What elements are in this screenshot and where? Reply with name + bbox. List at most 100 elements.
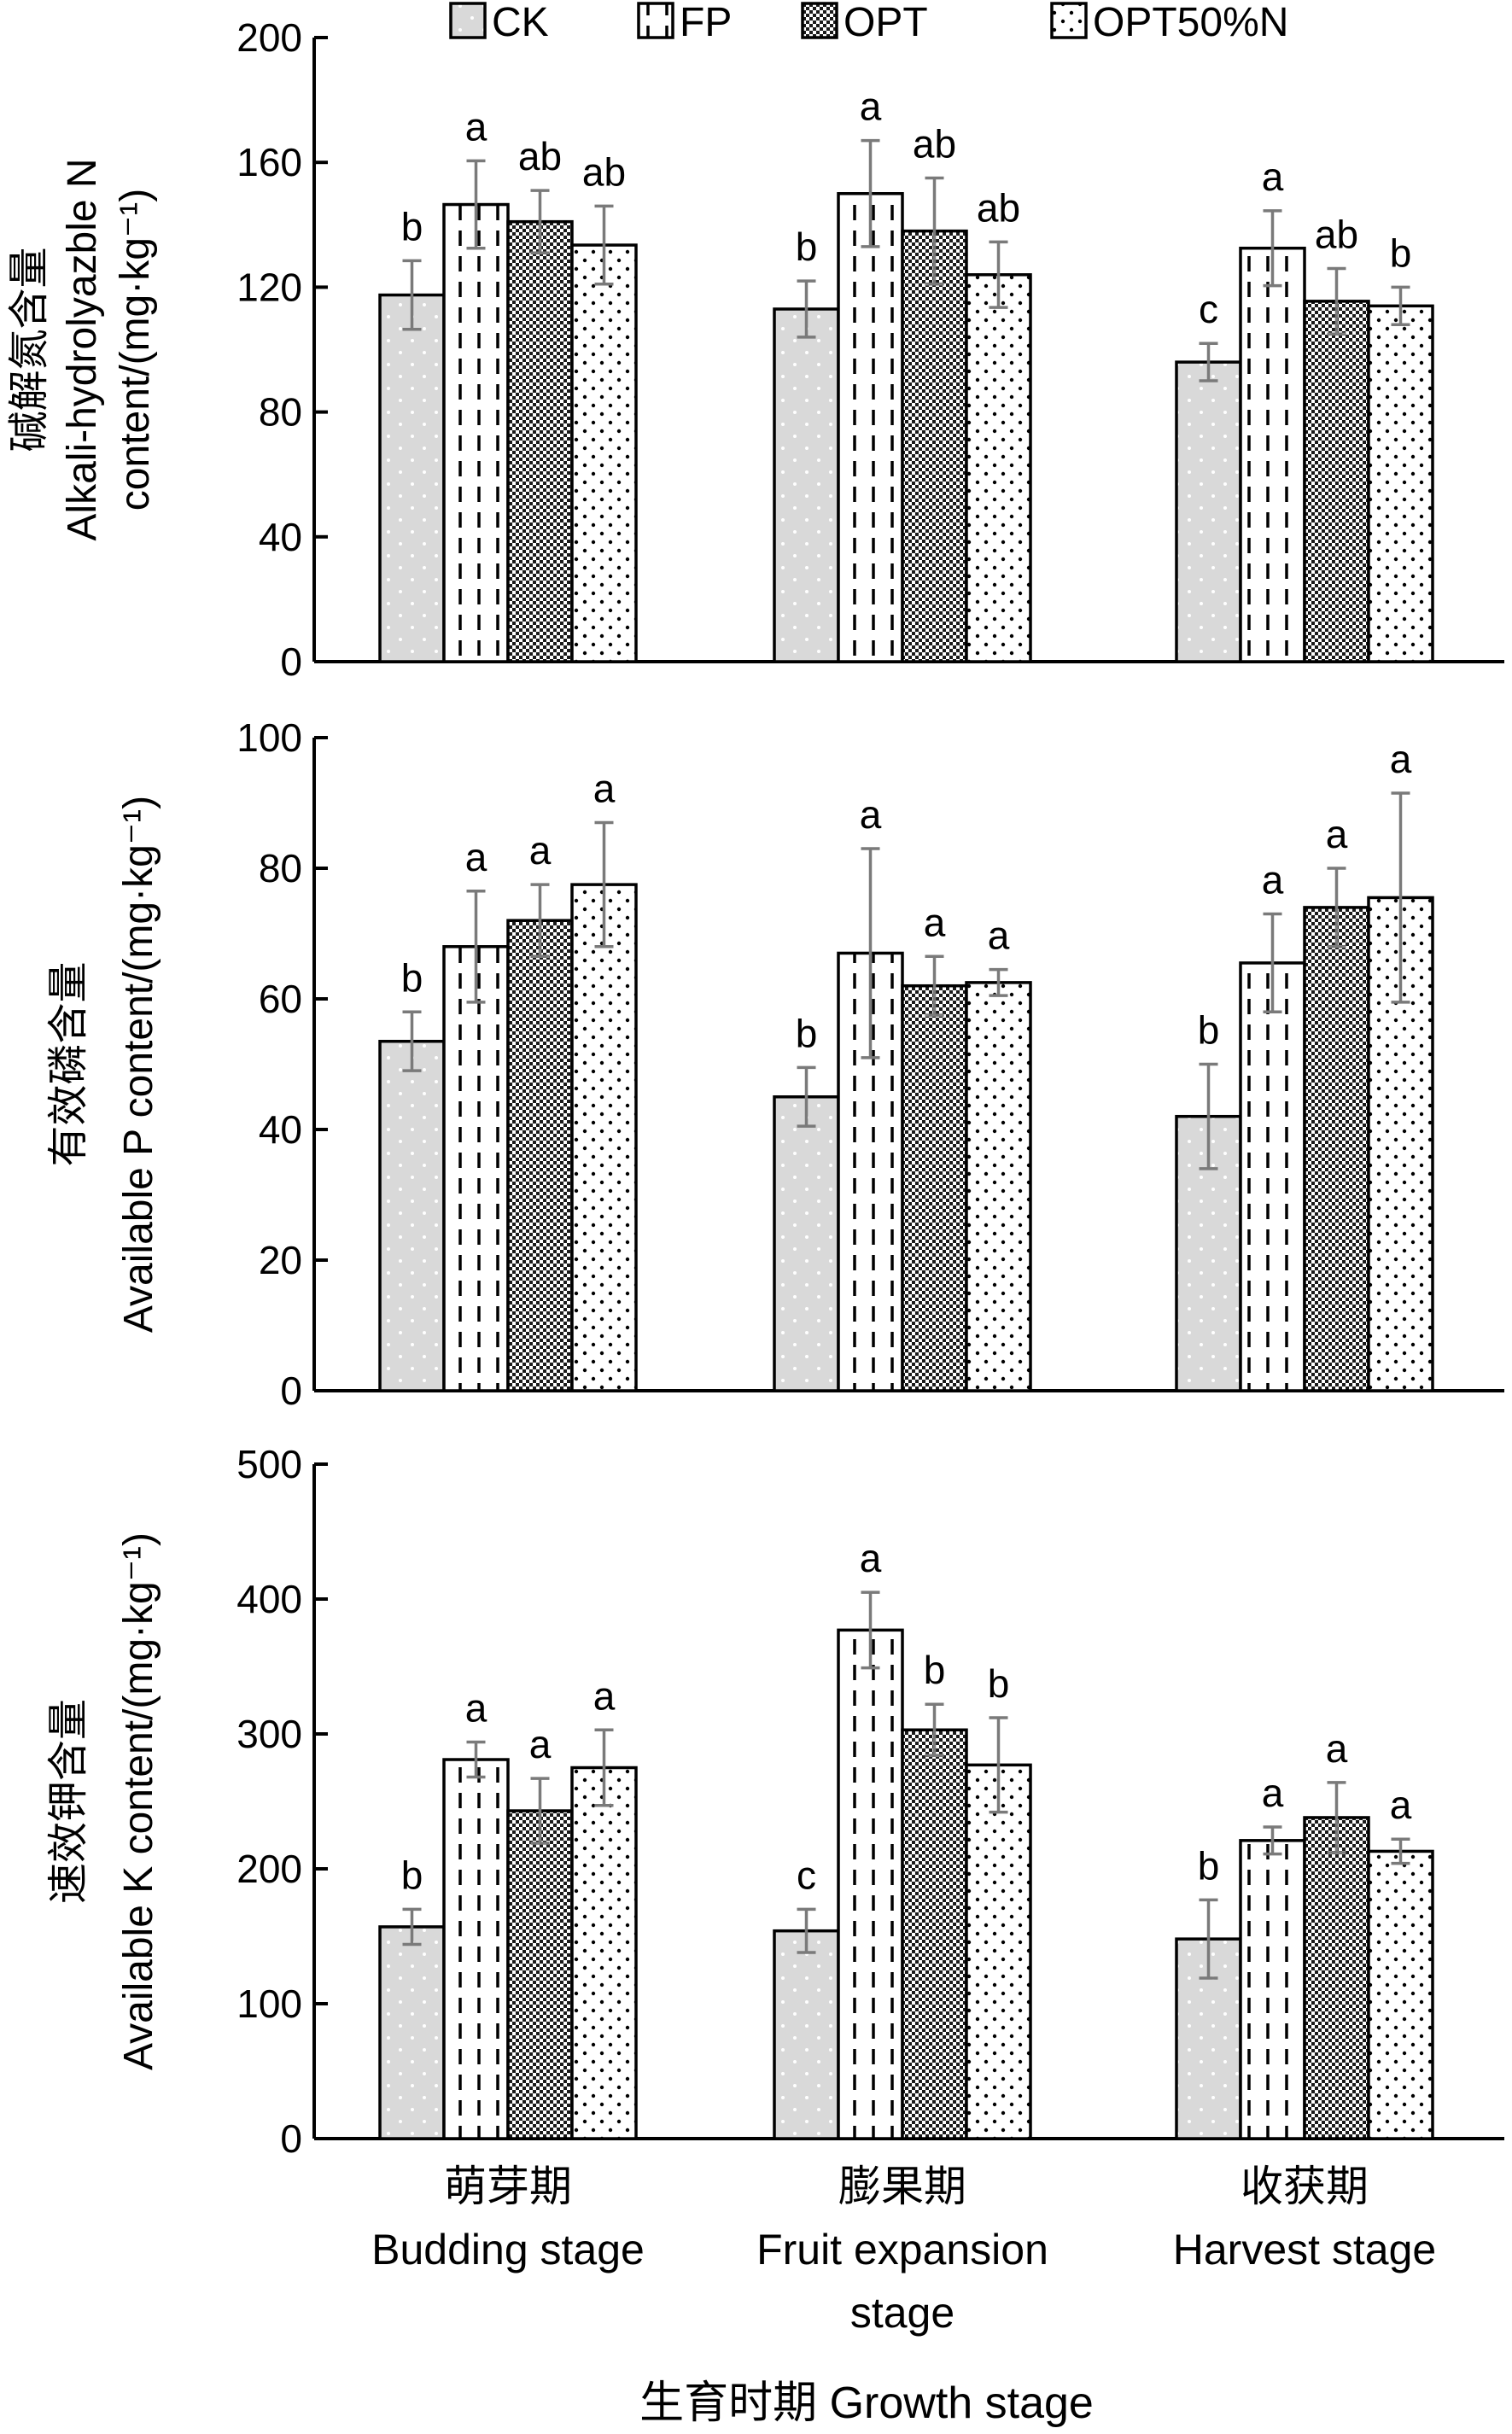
bar-fp (837, 1628, 904, 2140)
significance-letter: a (988, 913, 1010, 958)
significance-letter: a (924, 900, 946, 944)
significance-letter: a (465, 835, 487, 879)
bar-opt (1303, 906, 1370, 1392)
bar-opt50n (965, 273, 1032, 663)
y-tick-label: 40 (259, 1107, 302, 1152)
significance-letter: b (1390, 231, 1412, 275)
y-axis-title-line: 速效钾含量 (46, 1699, 91, 1904)
y-tick-label: 120 (236, 265, 302, 309)
bar-ck (1175, 360, 1242, 663)
bar-fp (1239, 961, 1306, 1392)
significance-letter: ab (913, 121, 956, 166)
legend-swatch-opt (801, 2, 838, 39)
significance-letter: b (401, 204, 423, 248)
y-tick-label: 80 (259, 846, 302, 890)
significance-letter: ab (582, 149, 626, 194)
bar-opt50n (570, 1766, 638, 2140)
legend-label-opt: OPT (844, 0, 928, 45)
y-axis-title-line: Available P content/(mg·kg⁻¹) (116, 796, 161, 1333)
bar-ck (378, 1039, 446, 1392)
bar-fp (442, 945, 510, 1392)
bar-ck (773, 1929, 840, 2140)
y-tick-label: 80 (259, 390, 302, 435)
y-axis-title-line: Available K content/(mg·kg⁻¹) (116, 1532, 161, 2070)
bar-ck (773, 307, 840, 663)
significance-letter: a (465, 1685, 487, 1730)
category-label-line: Budding stage (371, 2226, 645, 2273)
bar-opt (506, 919, 574, 1392)
category-label-line: stage (850, 2289, 954, 2337)
legend-swatch-ck (449, 2, 487, 39)
legend-swatch-opt50n (1050, 2, 1088, 39)
significance-letter: b (796, 225, 818, 269)
legend: CK FP OPT OPT50%N (449, 0, 1288, 45)
category-label-line: 萌芽期 (444, 2163, 572, 2210)
y-tick-label: 200 (236, 1847, 302, 1891)
bar-opt50n (570, 243, 638, 663)
bar-ck (378, 293, 446, 663)
y-tick-label: 200 (236, 15, 302, 60)
significance-letter: b (1198, 1843, 1220, 1888)
y-axis-title-line: 碱解氮含量 (7, 247, 52, 452)
significance-letter: c (1199, 287, 1218, 331)
bar-fp (442, 202, 510, 663)
panel-available-p: 0 20 40 60 80 100 有效磷含量 Available P content/(mg… (46, 715, 1504, 1413)
y-tick-label: 60 (259, 977, 302, 1021)
significance-letter: ab (1315, 212, 1358, 256)
bar-fp (1239, 1839, 1306, 2140)
significance-letter: a (465, 104, 487, 149)
bar-ck (378, 1925, 446, 2140)
significance-letter: a (860, 792, 882, 837)
category-label-line: Fruit expansion (756, 2226, 1048, 2273)
significance-letter: a (593, 1673, 616, 1718)
category-label-line: 膨果期 (838, 2163, 966, 2210)
significance-letter: a (529, 828, 552, 873)
significance-letter: b (796, 1011, 818, 1055)
panel-alkali-hydrolyzable-n: 0 40 80 120 160 200 碱解氮含量 Alkali-hydrolyazble N… (7, 15, 1504, 684)
significance-letter: a (593, 766, 616, 810)
y-axis-title-line: content/(mg·kg⁻¹) (113, 189, 158, 511)
significance-letter: a (1262, 1771, 1284, 1815)
bar-opt (1303, 300, 1370, 663)
significance-letter: b (988, 1661, 1010, 1706)
bar-opt50n (965, 1763, 1032, 2140)
panel-available-k: 0 100 200 300 400 500 速效钾含量 Available K content… (46, 1442, 1504, 2161)
x-axis-title: 生育时期 Growth stage (639, 2379, 1094, 2428)
y-axis-title-line: Alkali-hydrolyazble N (60, 158, 105, 540)
legend-swatch-fp (637, 2, 674, 39)
bar-fp (837, 192, 904, 663)
bar-opt (901, 984, 968, 1392)
y-tick-label: 40 (259, 515, 302, 559)
significance-letter: a (1262, 155, 1284, 199)
y-tick-label: 0 (280, 1369, 302, 1413)
bar-opt50n (965, 981, 1032, 1392)
significance-letter: a (860, 85, 882, 129)
significance-letter: c (797, 1853, 816, 1897)
y-tick-label: 100 (236, 1982, 302, 2026)
significance-letter: b (401, 955, 423, 1000)
bar-opt (506, 1809, 574, 2140)
y-axis-title-line: 有效磷含量 (46, 961, 91, 1166)
y-tick-label: 160 (236, 140, 302, 184)
bar-opt (901, 229, 968, 663)
significance-letter: a (1390, 1783, 1412, 1827)
legend-label-opt50n: OPT50%N (1093, 0, 1288, 45)
bar-opt50n (1367, 304, 1434, 663)
y-tick-label: 400 (236, 1577, 302, 1621)
significance-letter: a (1390, 737, 1412, 781)
bar-opt50n (570, 883, 638, 1392)
significance-letter: ab (977, 185, 1020, 230)
category-label-line: 收获期 (1241, 2163, 1369, 2210)
y-tick-label: 500 (236, 1442, 302, 1486)
bar-opt (901, 1728, 968, 2140)
significance-letter: b (924, 1648, 946, 1692)
category-labels: 萌芽期 Budding stage 膨果期 Fruit expansion stage 收… (371, 2163, 1436, 2337)
significance-letter: a (1262, 858, 1284, 902)
y-tick-label: 20 (259, 1238, 302, 1282)
significance-letter: a (860, 1536, 882, 1580)
y-tick-label: 100 (236, 715, 302, 760)
category-label-line: Harvest stage (1173, 2226, 1436, 2273)
bar-opt (1303, 1816, 1370, 2140)
legend-label-ck: CK (492, 0, 549, 45)
